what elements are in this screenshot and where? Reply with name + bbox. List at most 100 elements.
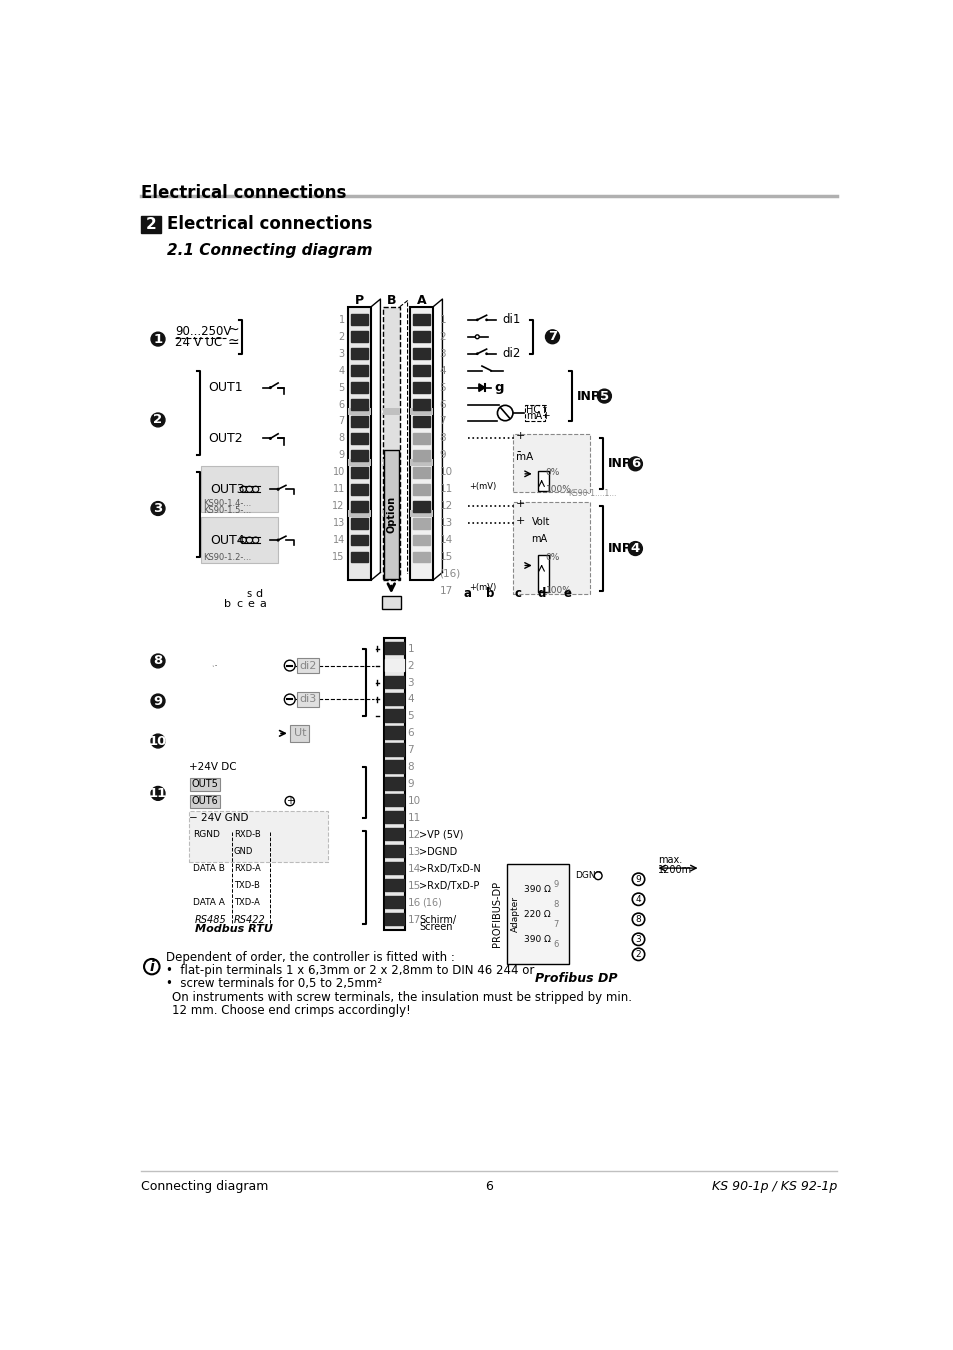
Text: 12: 12 [439,501,452,512]
Bar [385,896,403,909]
Text: − 24V GND: − 24V GND [189,813,248,823]
Circle shape [632,933,644,945]
Text: 9: 9 [439,451,445,460]
Bar [351,416,368,427]
Bar [348,459,371,466]
Text: INP2: INP2 [576,390,609,402]
Text: 1: 1 [407,644,414,653]
Circle shape [151,653,165,668]
Text: 100%: 100% [545,586,571,595]
Text: mA: mA [531,533,547,544]
Text: di3: di3 [298,694,316,705]
Bar [189,811,328,863]
Bar [382,409,399,416]
Bar [385,726,403,738]
Bar [351,331,368,342]
Text: max.: max. [658,856,681,865]
Text: 14: 14 [333,535,344,545]
Text: >DGND: >DGND [418,846,456,857]
Bar [385,710,403,722]
Text: 4: 4 [635,895,640,903]
Text: DATA B: DATA B [193,864,225,873]
Circle shape [151,787,165,801]
Text: b: b [224,599,231,609]
Text: 13: 13 [407,846,420,857]
Text: 2: 2 [439,332,445,342]
Text: 2: 2 [407,660,414,671]
Circle shape [485,352,488,355]
Bar [385,828,403,840]
Bar [351,450,368,460]
Text: 0%: 0% [545,552,559,562]
Text: TXD-B: TXD-B [233,882,259,890]
Bar [351,501,368,512]
Text: 1: 1 [338,315,344,325]
Bar [506,864,568,964]
Text: 3: 3 [338,348,344,359]
Text: KS90-1.2-...: KS90-1.2-... [203,552,251,562]
Bar [382,510,399,517]
Text: 11: 11 [333,485,344,494]
Bar [385,744,403,756]
Text: 11: 11 [407,813,420,823]
Text: di2: di2 [501,347,520,360]
Circle shape [151,332,165,346]
Text: 90...250V: 90...250V [174,325,232,338]
Bar [413,400,430,410]
Text: 2.1 Connecting diagram: 2.1 Connecting diagram [167,243,373,258]
Text: 8: 8 [338,433,344,443]
Text: i: i [150,960,154,973]
Text: 3: 3 [635,934,640,944]
Circle shape [628,456,641,471]
Text: 3: 3 [407,678,414,687]
Text: 7: 7 [547,331,557,343]
Bar [413,433,430,444]
Bar [413,366,430,377]
Circle shape [594,872,601,880]
Bar [385,845,403,857]
Circle shape [632,873,644,886]
Bar [385,760,403,772]
Text: RS422: RS422 [233,915,266,925]
Bar [413,483,430,494]
Bar [348,306,371,580]
Text: KS90-1....1...: KS90-1....1... [568,489,617,498]
Circle shape [284,660,294,671]
Bar [385,913,403,925]
Bar [351,535,368,545]
Text: Modbus RTU: Modbus RTU [195,923,273,934]
Bar [383,450,398,579]
Bar [413,331,430,342]
Text: (16): (16) [422,898,441,907]
Text: 8: 8 [439,433,445,443]
Bar [351,483,368,494]
Text: +: + [541,412,550,421]
Bar [382,306,399,580]
Bar [351,400,368,410]
Circle shape [151,413,165,427]
Text: 1: 1 [153,332,162,346]
Text: a: a [259,599,266,609]
Text: KS90-1.5-...: KS90-1.5-... [203,506,251,516]
Text: Dependent of order, the controller is fitted with :: Dependent of order, the controller is fi… [166,952,455,964]
Text: 5: 5 [407,711,414,721]
Text: d: d [254,589,262,599]
Text: b: b [485,587,494,601]
Text: 10: 10 [439,467,452,478]
Bar [385,879,403,891]
Text: Schirm/: Schirm/ [418,915,456,925]
Bar [537,471,548,491]
Text: +(mV): +(mV) [469,583,497,593]
Bar [348,510,371,517]
Bar [413,501,430,512]
Text: 6: 6 [553,940,558,949]
Circle shape [497,405,513,421]
Text: PROFIBUS-DP: PROFIBUS-DP [492,882,502,948]
Text: B: B [386,294,395,306]
Circle shape [632,948,644,960]
Circle shape [632,913,644,926]
Text: 1: 1 [439,315,445,325]
Bar [413,315,430,325]
Text: RXD-A: RXD-A [233,864,260,873]
Text: Adapter: Adapter [510,896,519,933]
